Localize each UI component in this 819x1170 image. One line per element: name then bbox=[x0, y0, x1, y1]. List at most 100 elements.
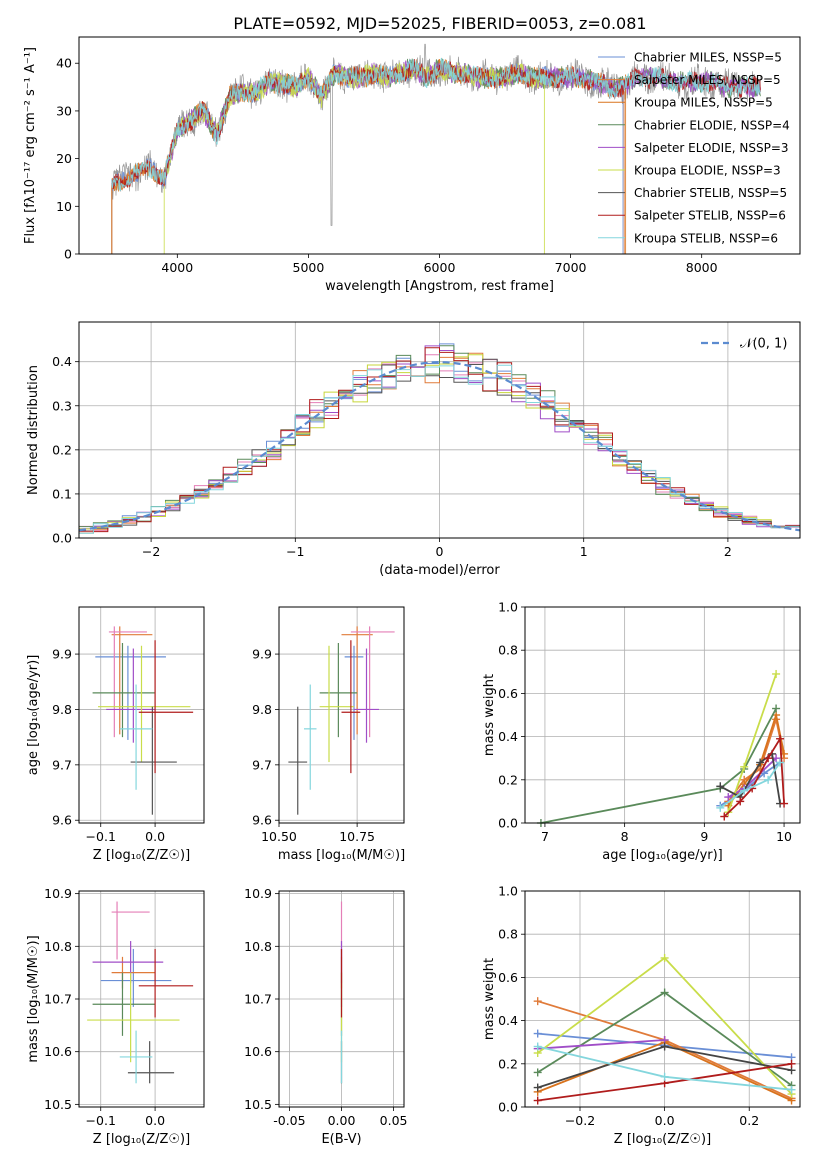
x-axis-label: (data-model)/error bbox=[379, 563, 500, 578]
age-vs-mass-errorbars bbox=[288, 626, 395, 815]
age-vs-mass-ticks: 10.50 10.75 9.6 9.7 9.8 9.9 bbox=[252, 647, 375, 844]
weight-marker bbox=[533, 1029, 542, 1038]
weight-marker bbox=[776, 758, 785, 767]
spectrum-legend: Chabrier MILES, NSSP=5 Salpeter MILES, NS… bbox=[598, 51, 790, 245]
y-tick-label: 10.9 bbox=[44, 886, 72, 901]
x-tick-label: 0.0 bbox=[655, 1113, 675, 1128]
histogram-series-8 bbox=[79, 364, 800, 534]
y-tick-label: 0.1 bbox=[52, 486, 72, 501]
mass-weight-vs-Z-ticks: −0.2 0.0 0.2 0.0 0.2 0.4 0.6 0.8 1.0 bbox=[498, 884, 759, 1129]
y-axis-label: Flux [fλ10⁻¹⁷ erg cm⁻² s⁻¹ A⁻¹] bbox=[23, 47, 38, 244]
weight-marker bbox=[780, 799, 789, 808]
x-tick-label: 0.00 bbox=[328, 1113, 356, 1128]
weight-marker bbox=[533, 1096, 542, 1105]
errorbar-point bbox=[341, 640, 361, 774]
y-tick-label: 9.7 bbox=[252, 757, 272, 772]
y-tick-label: 9.8 bbox=[252, 702, 272, 717]
legend-label: Chabrier ELODIE, NSSP=4 bbox=[634, 118, 790, 132]
weight-marker bbox=[716, 782, 725, 791]
errorbar-point bbox=[106, 648, 156, 743]
legend-label: Chabrier STELIB, NSSP=5 bbox=[634, 186, 787, 200]
y-tick-label: 9.8 bbox=[52, 702, 72, 717]
weight-marker bbox=[740, 786, 749, 795]
errorbar-point bbox=[319, 645, 354, 763]
x-tick-label: −1 bbox=[286, 544, 304, 559]
weight-marker bbox=[716, 803, 725, 812]
y-tick-label: 0.8 bbox=[498, 927, 518, 942]
y-tick-label: 10.5 bbox=[44, 1097, 72, 1112]
x-tick-label: −0.1 bbox=[86, 829, 116, 844]
mass-weight-vs-Z-panel: −0.2 0.0 0.2 0.0 0.2 0.4 0.6 0.8 1.0 Z [log₁₀(Z/Z… bbox=[482, 884, 801, 1147]
legend-label: Salpeter MILES, NSSP=5 bbox=[634, 73, 781, 87]
legend-label: Chabrier MILES, NSSP=5 bbox=[634, 51, 782, 65]
errorbar-point bbox=[92, 643, 156, 738]
residuals-ticks: −2 −1 0 1 2 0.0 0.1 0.2 0.3 0.4 bbox=[52, 354, 732, 559]
y-tick-label: 9.6 bbox=[52, 813, 72, 828]
x-axis-label: Z [log₁₀(Z/Z☉)] bbox=[614, 1132, 711, 1147]
mass-vs-Z-ticks: −0.1 0.0 10.5 10.6 10.7 10.8 10.9 bbox=[44, 886, 165, 1128]
y-tick-label: 0.8 bbox=[498, 643, 518, 658]
weight-line-7 bbox=[723, 735, 785, 818]
histogram-series-7 bbox=[79, 347, 800, 533]
x-tick-label: 0.05 bbox=[380, 1113, 408, 1128]
weight-line-4 bbox=[537, 1039, 665, 1050]
errorbar-point bbox=[100, 948, 172, 1007]
weight-marker bbox=[533, 1068, 542, 1077]
legend-label: Kroupa MILES, NSSP=5 bbox=[634, 96, 773, 110]
x-tick-label: 4000 bbox=[161, 260, 193, 275]
plot-frame bbox=[78, 890, 205, 1108]
errorbar-point bbox=[119, 684, 153, 790]
x-tick-label: 10 bbox=[776, 829, 792, 844]
y-tick-label: 1.0 bbox=[498, 884, 518, 899]
spectrum-line-0 bbox=[111, 61, 624, 254]
y-tick-label: 0 bbox=[64, 247, 72, 262]
y-tick-label: 10.5 bbox=[244, 1097, 272, 1112]
plot-frame bbox=[278, 606, 405, 824]
weight-marker bbox=[533, 1083, 542, 1092]
y-tick-label: 0.6 bbox=[498, 686, 518, 701]
y-tick-label: 0.2 bbox=[498, 772, 518, 787]
y-tick-label: 10.6 bbox=[244, 1044, 272, 1059]
y-tick-label: 0.4 bbox=[52, 354, 72, 369]
plot-frame bbox=[278, 890, 405, 1108]
y-tick-label: 0.2 bbox=[52, 442, 72, 457]
mass-vs-Z-panel: −0.1 0.0 10.5 10.6 10.7 10.8 10.9 Z [log₁₀(Z/Z☉… bbox=[26, 886, 205, 1147]
x-tick-label: 0.0 bbox=[145, 1113, 165, 1128]
legend-label: Salpeter STELIB, NSSP=6 bbox=[634, 209, 786, 223]
x-tick-label: 5000 bbox=[293, 260, 325, 275]
y-tick-label: 9.9 bbox=[52, 647, 72, 662]
x-tick-label: 9 bbox=[700, 829, 708, 844]
weight-marker bbox=[756, 758, 765, 767]
weight-marker bbox=[740, 762, 749, 771]
y-tick-label: 30 bbox=[56, 103, 72, 118]
weight-marker bbox=[787, 1059, 796, 1068]
y-tick-label: 40 bbox=[56, 56, 72, 71]
y-tick-label: 0.0 bbox=[498, 816, 518, 831]
errorbar-point bbox=[108, 626, 147, 738]
errorbar-point bbox=[138, 640, 194, 774]
weight-line-3 bbox=[540, 708, 777, 824]
x-tick-label: −2 bbox=[142, 544, 160, 559]
residuals-panel: −2 −1 0 1 2 0.0 0.1 0.2 0.3 0.4 (data-model)/error… bbox=[26, 321, 801, 578]
y-tick-label: 0.0 bbox=[498, 1100, 518, 1115]
x-tick-label: −0.2 bbox=[565, 1113, 595, 1128]
spectrum-ticks: 4000 5000 6000 7000 8000 0 10 20 30 40 bbox=[56, 56, 718, 275]
x-axis-label: E(B-V) bbox=[321, 1132, 361, 1147]
errorbar-point bbox=[350, 626, 395, 738]
y-tick-label: 9.9 bbox=[252, 647, 272, 662]
y-axis-label: mass [log₁₀(M/M☉)] bbox=[26, 935, 41, 1062]
spectrum-line-2 bbox=[111, 58, 627, 254]
figure-title: PLATE=0592, MJD=52025, FIBERID=0053, z=0… bbox=[233, 14, 646, 33]
plot-frame bbox=[78, 606, 205, 824]
x-tick-label: −0.1 bbox=[86, 1113, 116, 1128]
errorbar-point bbox=[138, 948, 194, 1018]
x-axis-label: Z [log₁₀(Z/Z☉)] bbox=[93, 1132, 190, 1147]
errorbar-point bbox=[119, 1030, 153, 1084]
weight-marker bbox=[736, 797, 745, 806]
mass-weight-vs-age-panel: 7 8 9 10 0.0 0.2 0.4 0.6 0.8 1.0 age [log₁₀(age/yr… bbox=[482, 600, 801, 863]
y-tick-label: 10.7 bbox=[244, 992, 272, 1007]
weight-marker bbox=[772, 669, 781, 678]
weight-marker bbox=[772, 704, 781, 713]
x-axis-label: mass [log₁₀(M/M☉)] bbox=[278, 848, 405, 863]
mass-vs-EBV-panel: -0.05 0.00 0.05 10.5 10.6 10.7 10.8 10.9 E(B-V) bbox=[244, 886, 407, 1147]
